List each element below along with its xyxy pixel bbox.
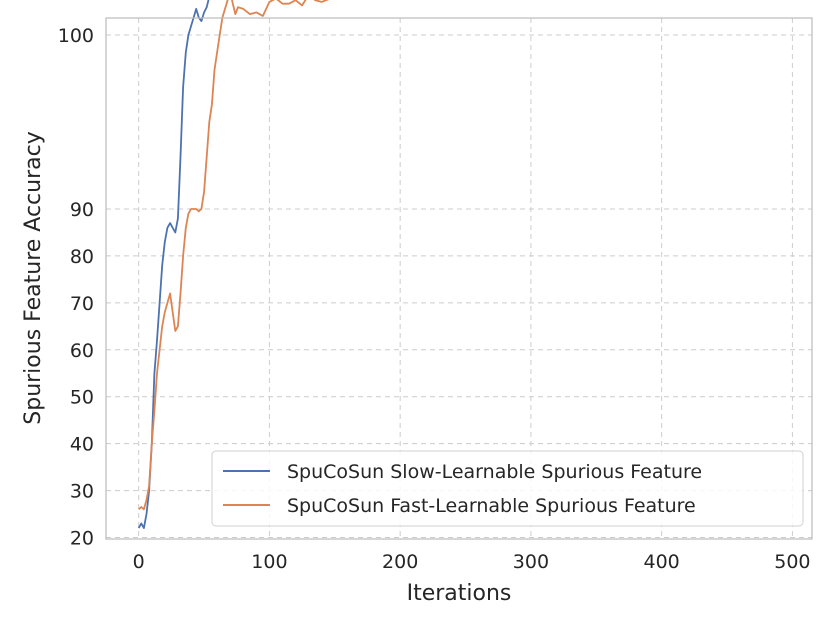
y-tick-label: 80: [70, 246, 94, 268]
series-line-0: [137, 0, 210, 529]
y-tick-label: 100: [58, 25, 94, 47]
series-line-1: [138, 0, 329, 511]
x-tick-label: 300: [513, 551, 549, 573]
y-tick-label: 20: [70, 528, 94, 550]
series-lines: [137, 0, 329, 529]
y-tick-label: 50: [70, 387, 94, 409]
y-axis-label: Spurious Feature Accuracy: [21, 131, 46, 424]
y-tick-label: 40: [70, 434, 94, 456]
plot-frame: [105, 17, 813, 540]
y-tick-label: 60: [70, 340, 94, 362]
y-tick-label: 30: [70, 481, 94, 503]
x-tick-label: 100: [251, 551, 287, 573]
x-tick-labels: 0 100 200 300 400 500: [133, 551, 811, 573]
x-tick-label: 500: [774, 551, 810, 573]
legend-label-fast: SpuCoSun Fast-Learnable Spurious Feature: [287, 495, 696, 517]
legend-label-slow: SpuCoSun Slow-Learnable Spurious Feature: [287, 461, 702, 483]
legend-box: [211, 450, 804, 527]
y-tick-label: 90: [70, 199, 94, 221]
x-axis-label: Iterations: [407, 581, 512, 606]
y-tick-labels: 20 30 40 50 60 70 80 90 100: [58, 25, 94, 550]
x-tick-label: 400: [644, 551, 680, 573]
x-tick-label: 0: [133, 551, 145, 573]
legend: SpuCoSun Slow-Learnable Spurious Feature…: [211, 450, 804, 527]
x-tick-label: 200: [382, 551, 418, 573]
y-tick-label: 70: [70, 293, 94, 315]
